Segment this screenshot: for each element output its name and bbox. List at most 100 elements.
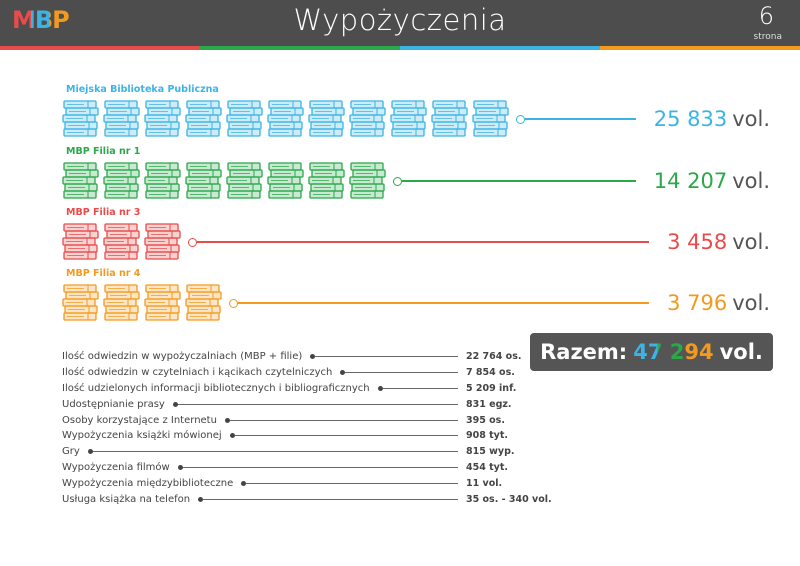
book-icon xyxy=(103,223,140,260)
stat-value: 815 wyp. xyxy=(466,446,515,458)
stat-dot xyxy=(172,401,178,407)
stat-row: Ilość udzielonych informacji biblioteczn… xyxy=(62,381,552,397)
total-label: Razem: xyxy=(540,340,628,364)
page-title: Wypożyczenia xyxy=(293,3,507,37)
book-icon xyxy=(103,162,140,199)
book-icon xyxy=(103,100,140,137)
stat-line xyxy=(182,466,458,468)
book-icon xyxy=(308,100,345,137)
stat-value: 454 tyt. xyxy=(466,461,509,473)
book-icon xyxy=(390,100,427,137)
book-icon xyxy=(226,100,263,137)
stat-line xyxy=(315,356,458,358)
book-icon xyxy=(267,100,304,137)
stat-value: 5 209 inf. xyxy=(466,382,517,394)
library-name: MBP Filia nr 3 xyxy=(66,207,141,218)
library-name: MBP Filia nr 4 xyxy=(66,268,141,279)
library-value-wrap: 3 458 vol. xyxy=(667,230,770,254)
page-label: strona xyxy=(753,32,782,42)
book-icon xyxy=(62,223,99,260)
stat-label: Usługa książka na telefon xyxy=(62,493,191,505)
stat-dot xyxy=(198,496,204,502)
icon-group xyxy=(62,161,387,201)
stat-dot xyxy=(229,433,235,439)
stat-row: Wypożyczenia międzybiblioteczne 11 vol. xyxy=(62,475,552,491)
stat-label: Udostępnianie prasy xyxy=(62,398,165,410)
total-unit: vol. xyxy=(719,340,763,364)
stat-label: Wypożyczenia książki mówionej xyxy=(62,430,222,442)
stat-label: Wypożyczenia filmów xyxy=(62,461,170,473)
library-value: 3 458 xyxy=(667,230,728,254)
book-icon xyxy=(62,100,99,137)
stat-dot xyxy=(177,464,183,470)
stripe-red xyxy=(0,46,200,50)
book-icon xyxy=(472,100,509,137)
book-icon xyxy=(349,162,386,199)
book-icon xyxy=(144,284,181,321)
library-value: 3 796 xyxy=(667,291,728,315)
library-value: 25 833 xyxy=(653,107,728,131)
connector-line xyxy=(238,302,650,304)
stat-dot xyxy=(340,370,346,376)
stat-dot xyxy=(224,417,230,423)
stat-value: 35 os. - 340 vol. xyxy=(466,493,552,505)
library-name: Miejska Biblioteka Publiczna xyxy=(66,84,219,95)
stat-line xyxy=(246,482,458,484)
stat-value: 831 egz. xyxy=(466,398,512,410)
connector-dot xyxy=(229,298,238,308)
library-value-wrap: 3 796 vol. xyxy=(667,291,770,315)
library-row: 3 458 vol. xyxy=(62,221,770,263)
stat-label: Osoby korzystające z Internetu xyxy=(62,414,217,426)
book-icon xyxy=(62,162,99,199)
stat-row: Ilość odwiedzin w czytelniach i kącikach… xyxy=(62,365,552,381)
stat-value: 395 os. xyxy=(466,414,505,426)
connector-line xyxy=(197,241,650,243)
library-value-wrap: 25 833 vol. xyxy=(654,107,770,131)
connector-dot xyxy=(393,176,402,186)
library-row: 3 796 vol. xyxy=(62,282,770,324)
icon-group xyxy=(62,99,510,139)
stripe-orange xyxy=(600,46,800,50)
connector-dot xyxy=(516,114,525,124)
book-icon xyxy=(103,284,140,321)
book-icon xyxy=(185,162,222,199)
stat-line xyxy=(92,451,458,453)
total-box: Razem: 47 294 vol. xyxy=(530,333,773,371)
stripe-blue xyxy=(400,46,600,50)
connector-line xyxy=(402,180,636,182)
connector-dot xyxy=(188,237,197,247)
page-number: 6 xyxy=(758,2,774,30)
book-icon xyxy=(226,162,263,199)
stat-label: Gry xyxy=(62,446,80,458)
library-unit: vol. xyxy=(732,230,770,254)
connector-line xyxy=(525,118,636,120)
stat-row: Wypożyczenia książki mówionej 908 tyt. xyxy=(62,428,552,444)
library-row: 25 833 vol. xyxy=(62,98,770,140)
book-icon xyxy=(62,284,99,321)
stat-value: 11 vol. xyxy=(466,477,503,489)
stat-line xyxy=(234,435,458,437)
stat-line xyxy=(229,419,458,421)
stat-line xyxy=(177,403,458,405)
stat-line xyxy=(382,387,458,389)
stat-row: Udostępnianie prasy 831 egz. xyxy=(62,396,552,412)
stat-row: Gry 815 wyp. xyxy=(62,444,552,460)
book-icon xyxy=(185,284,222,321)
stat-row: Osoby korzystające z Internetu 395 os. xyxy=(62,412,552,428)
stat-row: Usługa książka na telefon 35 os. - 340 vo… xyxy=(62,491,552,507)
stat-label: Ilość odwiedzin w wypożyczalniach (MBP +… xyxy=(62,351,303,363)
library-name: MBP Filia nr 1 xyxy=(66,146,141,157)
library-value-wrap: 14 207 vol. xyxy=(654,169,770,193)
stat-dot xyxy=(241,480,247,486)
book-icon xyxy=(349,100,386,137)
stat-row: Wypożyczenia filmów 454 tyt. xyxy=(62,460,552,476)
header: MBP Wypożyczenia 6 strona xyxy=(0,0,800,46)
icon-group xyxy=(62,283,223,323)
stripe-green xyxy=(200,46,400,50)
stat-value: 908 tyt. xyxy=(466,430,509,442)
stat-dot xyxy=(87,449,93,455)
library-unit: vol. xyxy=(732,169,770,193)
library-value: 14 207 xyxy=(653,169,728,193)
library-unit: vol. xyxy=(732,291,770,315)
